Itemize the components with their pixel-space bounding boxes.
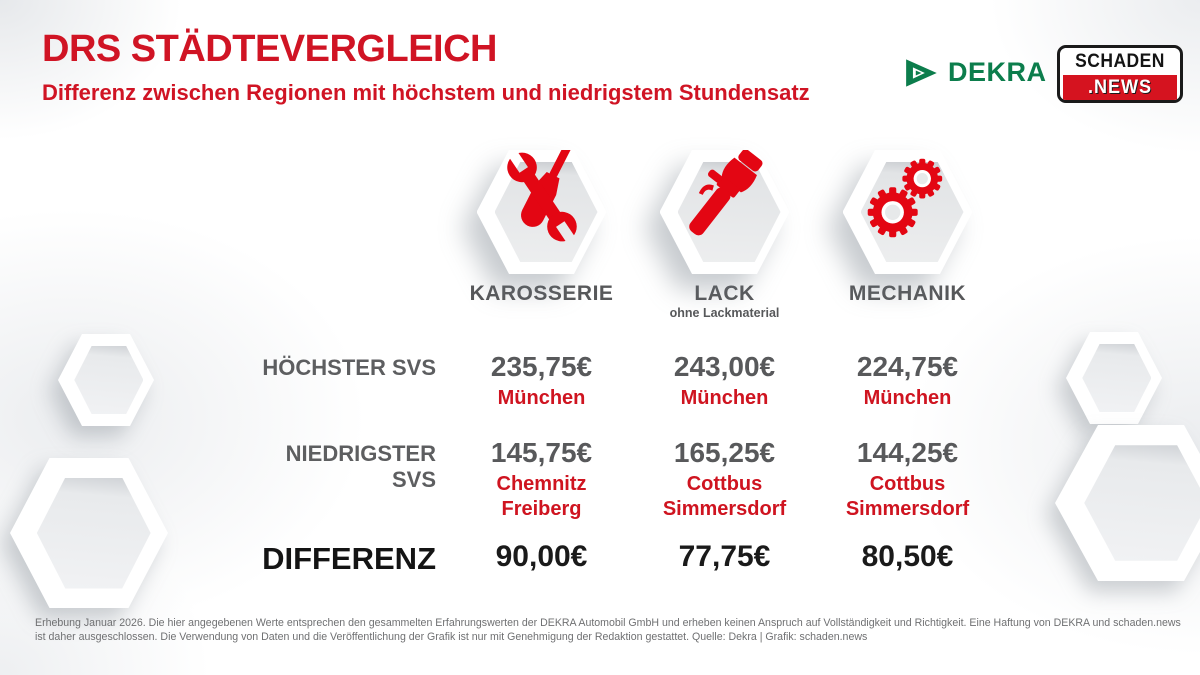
row-label-hoechster-svs: HÖCHSTER SVS [262,355,436,380]
tools-icon [506,150,577,242]
page-subtitle: Differenz zwischen Regionen mit höchstem… [42,80,810,105]
column-label: MECHANIK [848,282,967,305]
decorative-hexagon [58,334,154,426]
lowest-karosserie-cell: 145,75€ Chemnitz Freiberg [450,423,633,531]
schaden-logo-bottom-text: .NEWS [1063,75,1177,100]
hexagon-ring [58,334,154,426]
city-line: Freiberg [501,498,582,520]
difference-lack-cell: 77,75€ [633,531,816,611]
svs-city: München [680,387,769,409]
page-title: DRS STÄDTEVERGLEICH [42,28,497,70]
difference-value: 90,00€ [495,540,588,573]
karosserie-hexagon [476,150,607,274]
column-sublabel: ohne Lackmaterial [669,306,780,320]
disclaimer-line: ist daher ausgeschlossen. Die Verwendung… [35,631,868,644]
city-line: Cottbus [686,473,763,495]
hexagon-ring [1055,425,1200,581]
city-line: Cottbus [869,473,946,495]
row-label-differenz: DIFFERENZ [262,541,436,576]
svs-city: München [863,387,952,409]
svs-value: 224,75€ [856,351,959,382]
difference-value: 77,75€ [678,540,771,573]
svs-value: 243,00€ [673,351,776,382]
lowest-mechanik-cell: 144,25€ Cottbus Simmersdorf [816,423,999,531]
highest-lack-cell: 243,00€ München [633,333,816,423]
highest-karosserie-cell: 235,75€ München [450,333,633,423]
disclaimer: Erhebung Januar 2026. Die hier angegeben… [35,616,1195,645]
decorative-hexagon [1066,332,1162,424]
difference-karosserie-cell: 90,00€ [450,531,633,611]
decorative-hexagon [1055,425,1200,581]
svs-city: Cottbus Simmersdorf [633,472,816,522]
column-lack: LACK ohne Lackmaterial [633,128,816,333]
dekra-logo-text: DEKRA [948,57,1047,87]
city-line: Simmersdorf [845,498,970,520]
row-label-niedrigster-svs: NIEDRIGSTER SVS [285,441,436,492]
svs-city: Chemnitz Freiberg [450,472,633,522]
column-mechanik: MECHANIK [816,128,999,333]
hexagon-fill [1084,445,1200,561]
spray-gun-icon [688,150,762,236]
hexagon-fill [74,345,144,415]
schaden-news-logo: SCHADEN .NEWS [1057,45,1183,103]
dekra-arrow-icon [906,58,937,87]
column-label: KAROSSERIE [469,282,614,305]
highest-mechanik-cell: 224,75€ München [816,333,999,423]
hexagon-ring [1066,332,1162,424]
svs-value: 235,75€ [490,351,593,382]
dekra-logo: DEKRA [905,57,1047,88]
lack-hexagon [659,150,790,274]
column-karosserie: KAROSSERIE [450,128,633,333]
hexagon-ring [10,458,168,608]
column-label: LACK [694,282,755,305]
hexagon-fill [1082,343,1152,413]
schaden-logo-top-text: SCHADEN [1064,48,1176,75]
disclaimer-line: Erhebung Januar 2026. Die hier angegeben… [35,617,1181,629]
comparison-table: KAROSSERIE [240,128,999,611]
decorative-hexagon [10,458,168,608]
gears-icon [867,158,942,238]
svs-value: 144,25€ [856,437,959,468]
difference-mechanik-cell: 80,50€ [816,531,999,611]
city-line: Simmersdorf [662,498,787,520]
svs-value: 145,75€ [490,437,593,468]
lowest-lack-cell: 165,25€ Cottbus Simmersdorf [633,423,816,531]
hexagon-fill [36,477,151,589]
mechanik-hexagon [842,150,973,274]
difference-value: 80,50€ [861,540,954,573]
spacer-cell [240,128,450,333]
svs-city: München [497,387,586,409]
svs-value: 165,25€ [673,437,776,468]
svs-city: Cottbus Simmersdorf [816,472,999,522]
city-line: Chemnitz [496,473,587,495]
